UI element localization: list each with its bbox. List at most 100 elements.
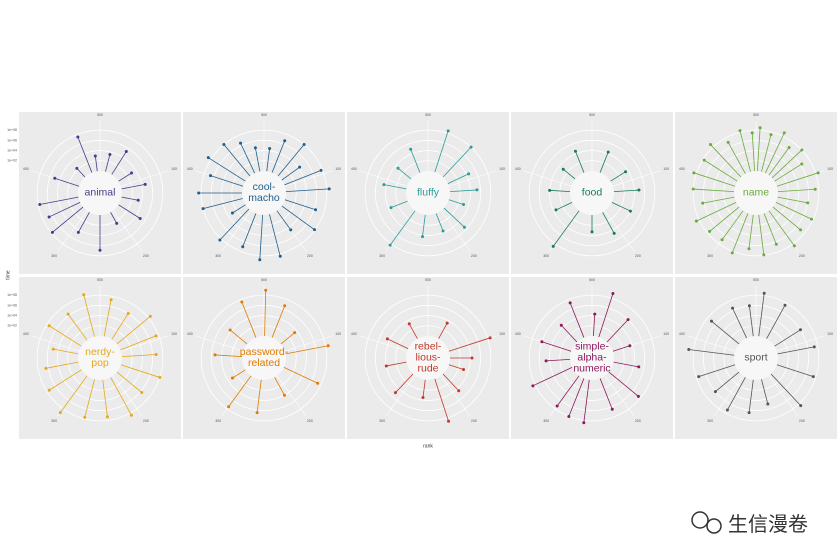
lollipop-dot — [327, 187, 331, 191]
lollipop-stem — [739, 130, 751, 172]
lollipop-stem — [284, 170, 322, 186]
lollipop-dot — [606, 150, 610, 154]
lollipop-dot — [47, 388, 51, 392]
lollipop-stem — [121, 354, 157, 358]
facet-label: food — [581, 186, 603, 199]
lollipop-stem — [732, 307, 747, 339]
lollipop-stem — [715, 371, 740, 392]
lollipop-dot — [75, 166, 79, 170]
lollipop-dot — [326, 344, 330, 348]
lollipop-dot — [573, 149, 577, 153]
lollipop-dot — [709, 143, 713, 147]
lollipop-dot — [140, 391, 144, 395]
lollipop-dot — [582, 421, 586, 425]
lollipop-dot — [47, 324, 51, 328]
lollipop-dot — [227, 405, 231, 409]
lollipop-dot — [747, 304, 751, 308]
lollipop-stem — [731, 213, 749, 254]
lollipop-stem — [284, 199, 316, 211]
x-tick-label: 100 — [663, 332, 669, 336]
lollipop-stem — [448, 364, 464, 370]
facet-label: password- related — [239, 346, 289, 369]
lollipop-stem — [756, 127, 761, 172]
x-tick-label: 300 — [543, 254, 549, 258]
lollipop-stem — [434, 130, 449, 173]
y-tick-label: 1e+04 — [7, 313, 17, 317]
x-tick-label: 100 — [827, 167, 833, 171]
lollipop-dot — [731, 306, 735, 310]
lollipop-stem — [94, 155, 98, 172]
lollipop-stem — [569, 302, 585, 338]
lollipop-stem — [693, 172, 736, 187]
lollipop-dot — [66, 312, 70, 316]
x-tick-label: 500 — [753, 278, 759, 282]
lollipop-stem — [583, 379, 590, 423]
lollipop-dot — [628, 209, 632, 213]
center-hole — [570, 171, 614, 215]
x-tick-label: 300 — [707, 419, 713, 423]
x-tick-label: 200 — [635, 254, 641, 258]
x-tick-label: 100 — [663, 167, 669, 171]
lollipop-stem — [710, 144, 742, 178]
lollipop-stem — [39, 196, 79, 205]
lollipop-stem — [435, 213, 444, 232]
lollipop-stem — [102, 379, 108, 417]
lollipop-dot — [725, 408, 729, 412]
lollipop-stem — [271, 140, 286, 173]
lollipop-dot — [241, 245, 245, 249]
lollipop-stem — [777, 188, 816, 193]
y-tick-label: 1e+06 — [7, 138, 17, 142]
lollipop-dot — [811, 375, 815, 379]
center-hole — [242, 171, 286, 215]
y-tick-label: 1e+08 — [7, 293, 17, 297]
lollipop-stem — [121, 196, 139, 201]
x-tick-label: 400 — [515, 332, 521, 336]
lollipop-stem — [702, 196, 735, 204]
lollipop-dot — [126, 312, 130, 316]
lollipop-stem — [214, 354, 243, 358]
lollipop-dot — [50, 230, 54, 234]
lollipop-stem — [612, 345, 630, 352]
lollipop-stem — [449, 189, 478, 193]
lollipop-stem — [387, 338, 409, 349]
x-tick-label: 300 — [707, 254, 713, 258]
lollipop-dot — [115, 221, 119, 225]
lollipop-dot — [555, 404, 559, 408]
lollipop-stem — [390, 200, 408, 209]
lollipop-dot — [488, 336, 492, 340]
x-tick-label: 300 — [543, 419, 549, 423]
lollipop-stem — [280, 332, 295, 345]
x-tick-label: 300 — [215, 254, 221, 258]
lollipop-stem — [105, 154, 111, 172]
lollipop-stem — [208, 157, 246, 182]
lollipop-dot — [108, 152, 112, 156]
lollipop-stem — [78, 212, 90, 233]
facet-label: sport — [744, 351, 768, 364]
x-tick-label: 100 — [335, 167, 341, 171]
lollipop-stem — [546, 358, 571, 362]
lollipop-stem — [232, 369, 246, 379]
lollipop-stem — [120, 364, 160, 378]
lollipop-dot — [708, 229, 712, 233]
lollipop-dot — [548, 188, 552, 192]
facet-label: rebel- lious- rude — [414, 340, 442, 375]
lollipop-dot — [124, 150, 128, 154]
lollipop-stem — [709, 206, 740, 232]
lollipop-stem — [555, 202, 573, 211]
y-tick-label: 1e+06 — [7, 303, 17, 307]
lollipop-dot — [691, 187, 695, 191]
lollipop-dot — [441, 229, 445, 233]
lollipop-stem — [266, 148, 271, 172]
lollipop-dot — [264, 288, 268, 292]
lollipop-dot — [787, 146, 791, 150]
lollipop-dot — [445, 321, 449, 325]
lollipop-dot — [289, 228, 293, 232]
lollipop-dot — [810, 217, 814, 221]
x-tick-label: 400 — [351, 167, 357, 171]
lollipop-dot — [750, 131, 754, 135]
lollipop-dot — [475, 188, 479, 192]
lollipop-stem — [775, 202, 812, 220]
lollipop-stem — [442, 146, 472, 178]
lollipop-dot — [38, 202, 42, 206]
lollipop-stem — [611, 202, 631, 212]
